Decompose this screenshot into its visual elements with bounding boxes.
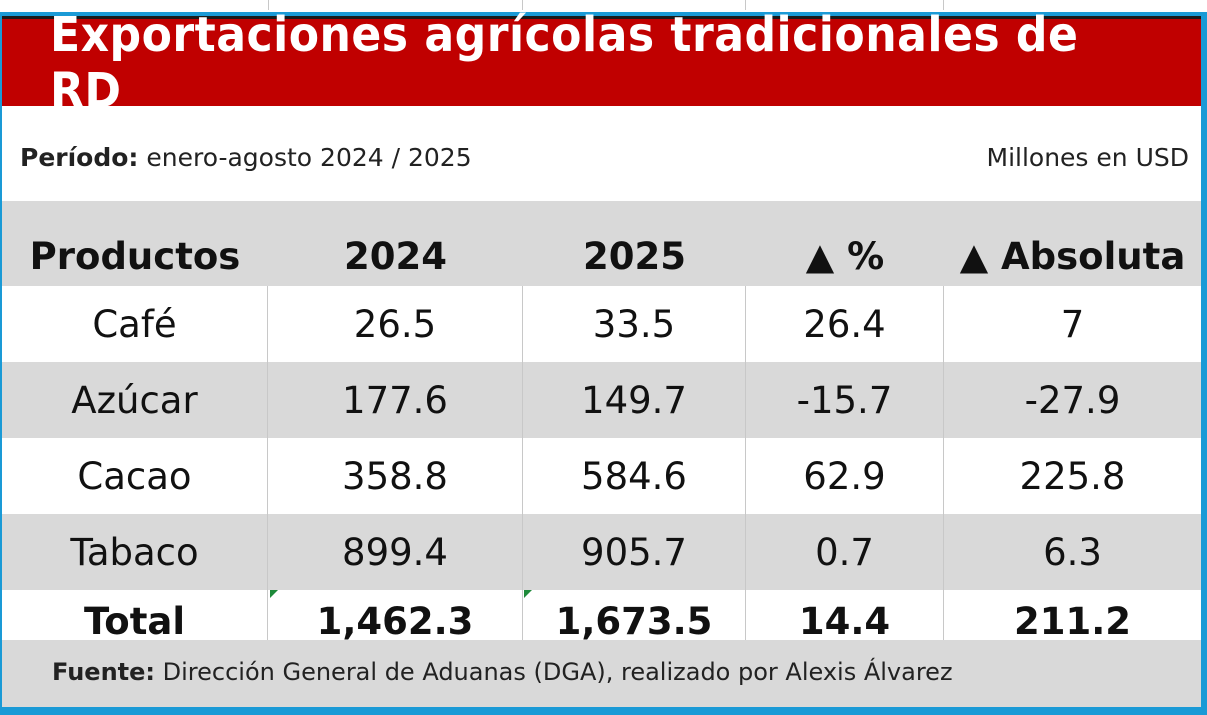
- cell-2024: 358.8: [268, 438, 523, 514]
- cell-2024: 899.4: [268, 514, 523, 590]
- cell-marker-icon: [524, 590, 532, 598]
- period-row: Período: enero-agosto 2024 / 2025 Millon…: [2, 106, 1201, 201]
- cell-marker-icon: [270, 590, 278, 598]
- cell-2024: 177.6: [268, 362, 523, 438]
- table-row: Café 26.5 33.5 26.4 7: [2, 286, 1201, 362]
- column-tick: [943, 0, 944, 10]
- cell-absolute: 6.3: [1043, 530, 1102, 574]
- source-value: Dirección General de Aduanas (DGA), real…: [162, 658, 953, 686]
- cell-product: Azúcar: [2, 362, 268, 438]
- column-tick: [268, 0, 269, 10]
- source-text: Fuente: Dirección General de Aduanas (DG…: [52, 658, 953, 686]
- cell-2025: 33.5: [523, 286, 746, 362]
- column-tick: [745, 0, 746, 10]
- cell-percent: 62.9: [746, 438, 944, 514]
- total-percent: 14.4: [746, 590, 944, 652]
- source-row: Fuente: Dirección General de Aduanas (DG…: [2, 640, 1201, 707]
- period-text: Período: enero-agosto 2024 / 2025: [20, 143, 472, 172]
- cell-2025: 584.6: [523, 438, 746, 514]
- period-label: Período:: [20, 143, 139, 172]
- period-value: enero-agosto 2024 / 2025: [146, 143, 472, 172]
- total-2024: 1,462.3: [268, 590, 523, 652]
- cell-absolute: -27.9: [1024, 378, 1121, 422]
- page-title: Exportaciones agrícolas tradicionales de…: [49, 6, 1079, 119]
- header-2024: 2024: [344, 235, 447, 278]
- cell-product: Café: [2, 286, 268, 362]
- exports-table: Productos 2024 2025 ▲ % ▲ Absoluta Café …: [2, 201, 1201, 652]
- header-products: Productos: [29, 235, 241, 278]
- table-row: Azúcar 177.6 149.7 -15.7 -27.9: [2, 362, 1201, 438]
- cell-product: Tabaco: [2, 514, 268, 590]
- cell-percent: 26.4: [746, 286, 944, 362]
- cell-absolute: 225.8: [1019, 454, 1126, 498]
- source-label: Fuente:: [52, 658, 155, 686]
- total-absolute: 211.2: [1013, 599, 1132, 643]
- header-2025: 2025: [583, 235, 686, 278]
- total-label: Total: [2, 590, 268, 652]
- table-header-row: Productos 2024 2025 ▲ % ▲ Absoluta: [2, 201, 1201, 286]
- cell-2024: 26.5: [268, 286, 523, 362]
- total-2025: 1,673.5: [523, 590, 746, 652]
- units-label: Millones en USD: [986, 143, 1190, 172]
- title-bar: Exportaciones agrícolas tradicionales de…: [2, 7, 1201, 119]
- table-row: Tabaco 899.4 905.7 0.7 6.3: [2, 514, 1201, 590]
- header-absolute-change: ▲ Absoluta: [959, 235, 1186, 278]
- header-percent-change: ▲ %: [805, 235, 885, 278]
- cell-2025: 905.7: [523, 514, 746, 590]
- cell-2025: 149.7: [523, 362, 746, 438]
- cell-percent: 0.7: [746, 514, 944, 590]
- cell-product: Cacao: [2, 438, 268, 514]
- table-row: Cacao 358.8 584.6 62.9 225.8: [2, 438, 1201, 514]
- column-tick: [522, 0, 523, 10]
- cell-percent: -15.7: [746, 362, 944, 438]
- top-strip: [0, 0, 1207, 16]
- cell-absolute: 7: [1060, 302, 1085, 346]
